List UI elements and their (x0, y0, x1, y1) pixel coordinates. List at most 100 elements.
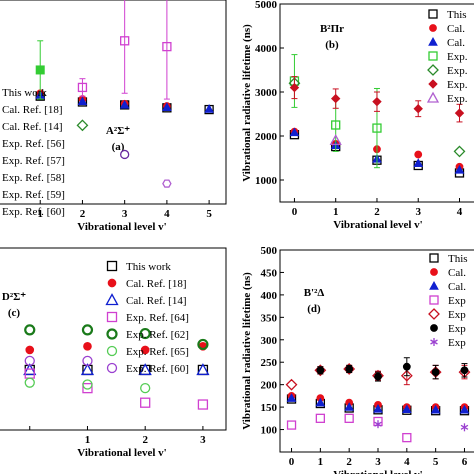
data-point (77, 82, 88, 93)
panel-label: (b) (325, 39, 339, 51)
legend-entry: Exp. Ref. [64] (126, 312, 189, 324)
legend-entry: Cal. (448, 281, 466, 293)
panel-label: (a) (112, 141, 125, 153)
data-point (286, 420, 297, 430)
legend-marker (430, 324, 438, 332)
y-tick-label: 300 (261, 335, 278, 347)
legend-marker (426, 91, 440, 103)
data-point (82, 379, 93, 390)
y-tick-label: 4000 (255, 43, 278, 55)
panel-label: (c) (8, 307, 21, 319)
data-point (330, 93, 341, 104)
data-point (413, 104, 423, 114)
legend-marker (430, 338, 438, 346)
legend: This work Cal. Ref. [18] Cal. Ref. [14] Exp… (105, 260, 189, 375)
legend-entry: Exp. Ref. [60] (2, 206, 65, 218)
legend-entry: This work (126, 261, 171, 273)
legend-marker (428, 9, 438, 19)
data-point (82, 355, 93, 366)
legend-marker (429, 24, 437, 32)
data-point (289, 127, 300, 137)
y-tick-label: 400 (261, 290, 278, 302)
legend: This Cal. Cal. Exp Exp Exp Exp (428, 253, 468, 349)
legend-entry: Exp. Ref. [65] (126, 346, 189, 358)
panel-label: (d) (307, 303, 321, 315)
y-tick-label: 450 (261, 267, 278, 279)
data-point (400, 369, 413, 382)
data-point (344, 402, 355, 411)
x-axis-label: Vibrational level v' (77, 221, 166, 233)
data-point (83, 341, 92, 351)
data-point (401, 404, 412, 414)
legend-marker (428, 36, 438, 46)
legend-entry: Cal. Ref. [18] (2, 104, 62, 116)
state-label: A²Σ⁺ (106, 125, 130, 137)
y-axis-label: Vibrational radiative lifetime (ns) (241, 24, 253, 182)
data-point (197, 338, 209, 351)
series-4 (289, 54, 382, 169)
legend-entry: Exp. Ref. [60] (126, 363, 189, 375)
legend-marker (105, 293, 119, 306)
legend-entry: This (448, 253, 468, 265)
legend-entry: This work (2, 87, 47, 99)
legend-marker (427, 64, 439, 76)
legend-entry: Exp (448, 337, 466, 349)
series-7 (24, 355, 93, 366)
data-point (459, 404, 470, 414)
data-point (196, 363, 210, 376)
legend-entry: Exp. (447, 65, 468, 77)
legend-entry: Exp. Ref. [58] (2, 172, 65, 184)
panel-d: 0 1 2 3 4 5 6 100 150 200 250 300 350 400 450 500 Vibrat… (241, 245, 474, 474)
panel-c: 1 2 3 Vibrational level v' D²Σ⁺ (c) This work C… (0, 247, 227, 459)
x-tick-label: 3 (122, 208, 128, 220)
legend-entry: Cal. (448, 267, 466, 279)
data-point (454, 164, 465, 174)
series-6 (289, 76, 465, 123)
x-axis-label: Vibrational level v' (333, 219, 422, 231)
x-axis-label: Vibrational level v' (333, 469, 422, 474)
series-7 (374, 420, 469, 432)
data-point (140, 397, 151, 408)
legend-marker (106, 311, 118, 323)
legend-marker (106, 345, 118, 357)
legend: This work Cal. Ref. [18] Cal. Ref. [14] Exp… (2, 87, 65, 218)
y-tick-label: 350 (261, 312, 278, 324)
x-tick-label: 1 (37, 208, 43, 220)
series-7 (162, 179, 172, 188)
data-point (460, 423, 469, 432)
series-4 (286, 413, 412, 443)
legend-marker (429, 253, 439, 263)
x-tick-label: 2 (346, 456, 352, 468)
state-label: B²Πr (320, 23, 344, 35)
data-point (119, 99, 130, 109)
data-point (374, 420, 382, 429)
data-point (24, 377, 35, 388)
series-7 (329, 134, 342, 146)
data-point (372, 123, 382, 133)
series-5 (35, 40, 45, 100)
y-tick-label: 3000 (255, 87, 278, 99)
y-tick-label: 5000 (255, 0, 278, 11)
legend-marker (428, 51, 438, 61)
data-point (138, 363, 152, 376)
data-point (120, 36, 130, 46)
x-tick-label: 4 (404, 456, 410, 468)
x-tick-label: 2 (142, 434, 148, 446)
legend: This Cal. Cal. Exp. Exp. Exp. Exp. (426, 9, 468, 105)
data-point (453, 145, 466, 158)
series-4 (24, 368, 209, 410)
data-point (162, 102, 172, 111)
data-point (402, 432, 412, 443)
legend-marker (106, 260, 118, 272)
data-point (413, 158, 424, 167)
y-tick-label: 100 (261, 425, 278, 437)
legend-entry: Exp (448, 309, 466, 321)
legend-marker (429, 295, 439, 305)
legend-entry: This (447, 9, 467, 21)
series-3 (286, 393, 470, 414)
data-point (289, 82, 300, 93)
x-tick-label: 1 (333, 206, 339, 218)
legend-entry: Cal. Ref. [18] (126, 278, 186, 290)
data-point (315, 413, 326, 423)
